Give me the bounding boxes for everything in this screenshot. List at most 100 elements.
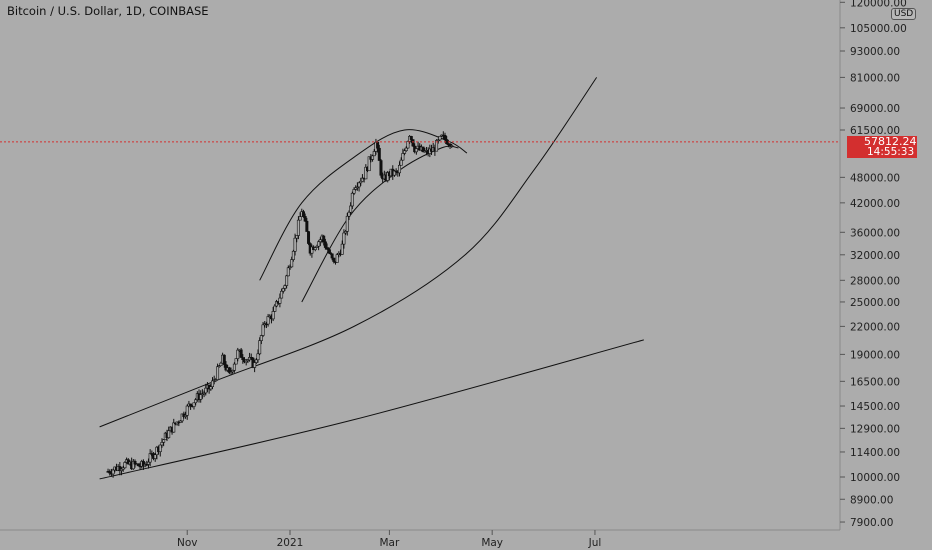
candle: [332, 257, 336, 264]
candle-body: [371, 155, 375, 160]
candle-body: [298, 216, 302, 221]
candle-body: [310, 246, 314, 254]
chart-title: Bitcoin / U.S. Dollar, 1D, COINBASE: [7, 4, 209, 18]
candle-body: [372, 151, 376, 157]
candle-body: [345, 215, 349, 232]
candle-body: [403, 150, 407, 154]
candle-body: [254, 359, 258, 363]
candle: [379, 158, 383, 178]
candle: [364, 164, 368, 180]
candle: [278, 293, 282, 308]
candle-body: [323, 241, 327, 248]
candle-body: [322, 235, 326, 243]
candle: [313, 246, 317, 252]
candle: [232, 362, 236, 373]
candle-body: [291, 250, 295, 260]
candle: [406, 140, 410, 149]
price-tick-label: 25000.00: [850, 297, 900, 309]
price-tick-label: 10000.00: [850, 472, 900, 484]
candle-body: [307, 231, 311, 244]
candle: [399, 157, 403, 166]
candle: [167, 426, 171, 439]
candle-body: [185, 405, 189, 416]
candles-layer: [106, 131, 454, 478]
currency-badge[interactable]: USD: [891, 8, 917, 20]
candle: [403, 148, 407, 156]
candle-body: [111, 469, 115, 475]
candle-body: [406, 141, 410, 149]
candle-body: [271, 311, 275, 320]
candle-body: [349, 205, 353, 213]
candle-body: [340, 243, 344, 255]
line-lower[interactable]: [99, 339, 644, 480]
price-tick-label: 69000.00: [850, 103, 900, 115]
candle-body: [217, 365, 221, 368]
candle: [401, 148, 405, 161]
candle: [307, 230, 311, 246]
price-tick-label: 105000.00: [850, 23, 907, 35]
candle: [340, 240, 344, 255]
candle-body: [296, 219, 300, 236]
candle: [305, 217, 309, 232]
time-axis[interactable]: Nov 2021 Mar May Jul: [177, 530, 601, 549]
candle-body: [295, 235, 299, 239]
time-tick-label: 2021: [277, 537, 304, 549]
price-axis[interactable]: 120000.00 105000.00 93000.00 81000.00 69000.…: [840, 0, 907, 529]
candle: [148, 449, 152, 467]
time-tick-label: Mar: [379, 537, 399, 549]
candle: [158, 444, 162, 457]
candle-body: [241, 357, 245, 360]
price-tick-label: 36000.00: [850, 227, 900, 239]
candle-body: [232, 363, 236, 371]
candle: [345, 212, 349, 236]
candle: [296, 216, 300, 240]
price-tick-label: 19000.00: [850, 349, 900, 361]
candle-body: [266, 316, 270, 325]
candle-body: [192, 402, 196, 407]
candle-body: [189, 403, 193, 406]
candle-body: [288, 266, 292, 269]
candle: [185, 404, 189, 420]
candle-body: [253, 362, 257, 368]
candle-body: [199, 394, 203, 400]
candle: [352, 187, 356, 196]
candle-body: [342, 232, 346, 245]
candle: [290, 256, 294, 268]
candle: [239, 347, 243, 358]
price-tick-label: 7900.00: [850, 517, 893, 529]
candle-body: [236, 349, 240, 359]
candle-body: [335, 254, 339, 263]
candle-body: [290, 259, 294, 268]
candle-body: [261, 324, 265, 336]
candle-body: [399, 159, 403, 166]
price-tick-label: 42000.00: [850, 198, 900, 210]
candle: [172, 418, 176, 433]
candle: [123, 461, 127, 469]
candle: [234, 358, 238, 365]
candle-body: [239, 349, 243, 358]
candle-body: [146, 461, 150, 465]
candle-body: [364, 166, 368, 180]
candle-body: [172, 422, 176, 433]
candle-body: [404, 147, 408, 151]
price-tick-label: 8900.00: [850, 494, 893, 506]
candle: [330, 253, 334, 261]
candle: [367, 156, 371, 172]
candle-body: [259, 335, 263, 341]
candle: [335, 253, 339, 263]
curve-middle[interactable]: [99, 77, 598, 428]
candle-body: [438, 136, 442, 141]
time-tick-label: May: [481, 537, 503, 549]
candle-body: [136, 463, 140, 467]
candle-body: [209, 386, 213, 390]
candle-body: [281, 288, 285, 292]
candle: [285, 274, 289, 289]
candle-body: [411, 139, 415, 147]
candle: [288, 264, 292, 270]
candle-body: [234, 358, 238, 365]
bar-countdown: 14:55:33: [867, 146, 915, 158]
candle-body: [256, 353, 260, 361]
candle: [359, 177, 363, 186]
price-tick-label: 11400.00: [850, 447, 900, 459]
